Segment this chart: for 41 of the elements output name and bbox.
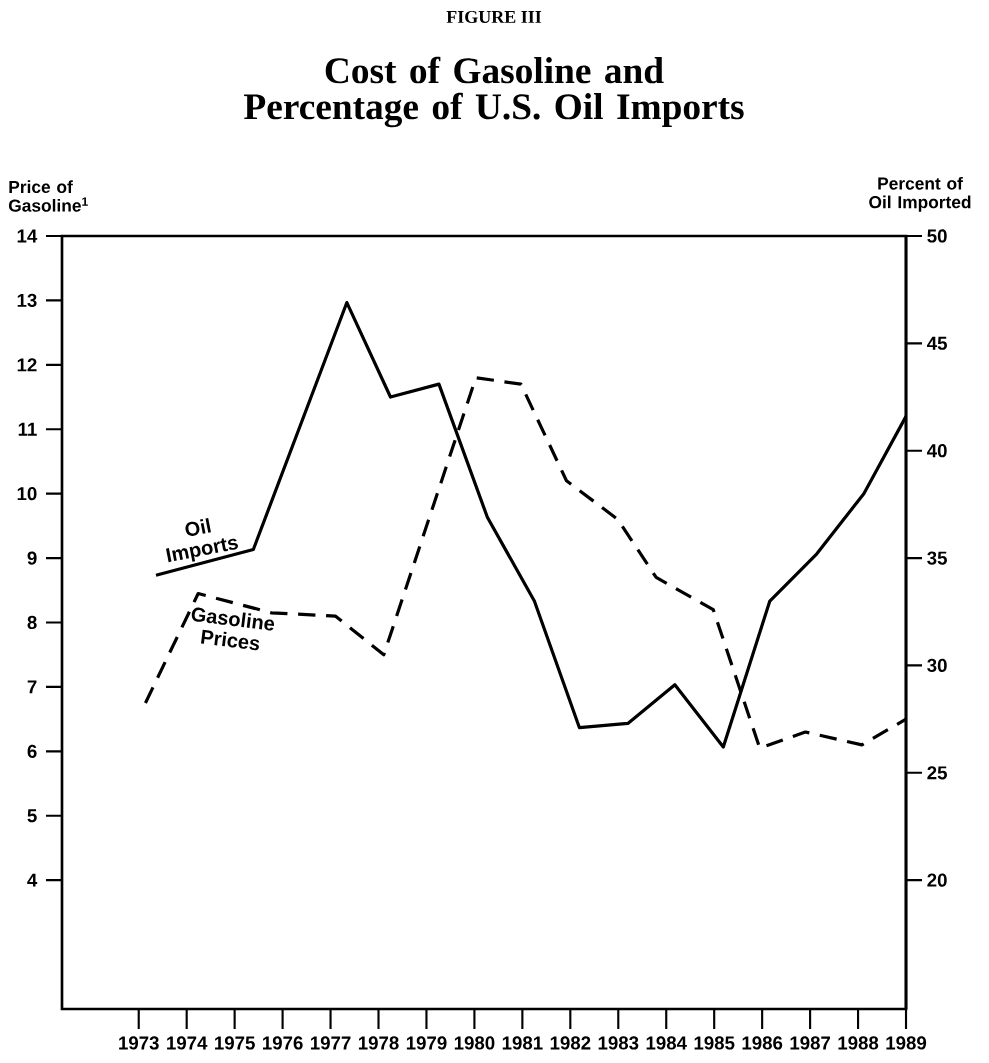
x-tick-label: 1988 xyxy=(838,1036,879,1050)
x-tick-label: 1974 xyxy=(167,1036,208,1050)
y-tick-label: 12 xyxy=(17,358,37,372)
x-tick-label: 1973 xyxy=(119,1036,159,1050)
y2-tick-label: 50 xyxy=(927,229,947,243)
x-tick-label: 1976 xyxy=(263,1036,303,1050)
y2-tick-label: 40 xyxy=(927,444,947,458)
y2-tick-label: 45 xyxy=(927,336,947,350)
chart-title: Cost of Gasoline and Percentage of U.S. Oil Imports xyxy=(244,56,744,128)
x-tick-label: 1978 xyxy=(358,1036,399,1050)
x-tick-label: 1981 xyxy=(502,1036,543,1050)
x-tick-label: 1980 xyxy=(454,1036,495,1050)
y2-axis-title: Percent of Oil Imported xyxy=(869,176,971,212)
x-tick-label: 1977 xyxy=(310,1036,351,1050)
y-tick-label: 13 xyxy=(17,293,37,308)
x-tick-label: 1982 xyxy=(550,1036,591,1050)
y2-tick-label: 25 xyxy=(927,766,947,780)
y-tick-label: 8 xyxy=(27,615,37,630)
text: Oil Imports xyxy=(166,517,238,563)
x-tick-label: 1989 xyxy=(886,1036,927,1050)
y2-tick-label: 20 xyxy=(927,873,947,887)
y-tick-label: 4 xyxy=(27,873,38,887)
y-tick-label: 14 xyxy=(17,229,38,243)
x-tick-label: 1987 xyxy=(790,1036,831,1050)
y-tick-label: 11 xyxy=(18,422,37,436)
y2-tick-label: 30 xyxy=(927,658,947,673)
x-tick-label: 1979 xyxy=(406,1036,447,1050)
y-tick-label: 6 xyxy=(27,744,37,758)
y-tick-label: 5 xyxy=(27,809,37,823)
y-axis-title: Price of Gasoline$^{1}$ xyxy=(8,180,88,212)
y2-tick-label: 35 xyxy=(927,551,947,565)
y-tick-label: 9 xyxy=(27,551,37,565)
x-tick-label: 1986 xyxy=(742,1036,783,1050)
text: Gasoline Prices xyxy=(191,607,275,651)
y-tick-label: 10 xyxy=(17,487,37,501)
x-tick-label: 1985 xyxy=(694,1036,735,1050)
y-tick-label: 7 xyxy=(27,680,37,694)
text: FIGURE III xyxy=(446,10,542,24)
x-tick-label: 1975 xyxy=(215,1036,255,1050)
x-tick-label: 1983 xyxy=(598,1036,639,1050)
x-tick-label: 1984 xyxy=(646,1036,687,1050)
